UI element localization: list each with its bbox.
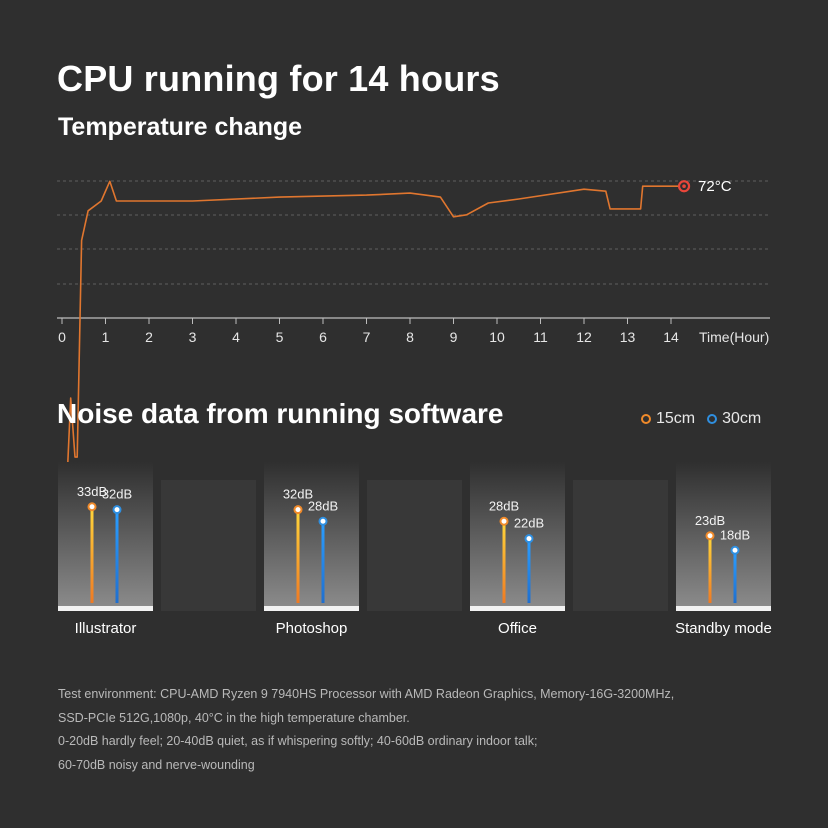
noise-legend: 15cm 30cm (641, 410, 761, 428)
x-tick-label: 9 (450, 329, 458, 345)
gap-panel (573, 480, 668, 611)
temperature-line (61, 180, 685, 498)
gap-panel (367, 480, 462, 611)
legend-item-15cm: 15cm (641, 410, 695, 428)
data-label-30cm: 32dB (102, 487, 132, 502)
x-tick-label: 14 (663, 329, 679, 345)
legend-label-30cm: 30cm (722, 410, 762, 427)
temperature-chart-title: Temperature change (58, 113, 303, 141)
x-tick-label: 6 (319, 329, 327, 345)
bar-30cm (321, 523, 325, 603)
data-label-30cm: 28dB (308, 498, 338, 513)
blue-dot-icon (707, 414, 718, 424)
bar-15cm (296, 511, 300, 603)
x-tick-label: 8 (406, 329, 414, 345)
category-label: Standby mode (675, 620, 772, 637)
bar-dot-30cm (524, 534, 534, 544)
bar-dot-15cm (705, 531, 715, 541)
data-label-30cm: 18dB (720, 527, 750, 542)
bar-dot-30cm (730, 545, 740, 555)
bar-30cm (733, 552, 737, 603)
x-tick-label: 12 (576, 329, 592, 345)
category-label: Office (498, 620, 537, 637)
bar-dot-30cm (318, 516, 328, 526)
x-tick-label: 13 (620, 329, 636, 345)
x-tick-label: 10 (489, 329, 505, 345)
x-tick-label: 1 (102, 329, 110, 345)
bar-panel-base (58, 606, 153, 611)
bar-panel (470, 462, 565, 606)
footnote-line: 0-20dB hardly feel; 20-40dB quiet, as if… (58, 734, 538, 748)
footnote-line: Test environment: CPU-AMD Ryzen 9 7940HS… (58, 687, 675, 701)
x-tick-label: 5 (276, 329, 284, 345)
bar-15cm (90, 508, 94, 603)
bar-dot-15cm (293, 505, 303, 515)
data-label-15cm: 28dB (489, 498, 519, 513)
end-point-marker-core (682, 184, 686, 189)
footnote-line: SSD-PCIe 512G,1080p, 40°C in the high te… (58, 710, 410, 725)
bar-panel (58, 462, 153, 606)
data-label-30cm: 22dB (514, 516, 544, 531)
x-tick-label: 11 (533, 329, 548, 345)
orange-dot-icon (641, 414, 651, 424)
data-label-15cm: 23dB (695, 513, 725, 528)
bar-dot-15cm (87, 502, 97, 512)
end-point-label: 72°C (698, 178, 732, 195)
data-label-15cm: 33dB (77, 484, 107, 499)
x-tick-label: 7 (363, 329, 371, 345)
bar-panel (676, 462, 771, 606)
bar-30cm (527, 540, 531, 603)
bar-15cm (502, 523, 506, 603)
bar-dot-30cm (112, 505, 122, 515)
bar-panel (264, 462, 359, 606)
bar-panel-base (264, 606, 359, 611)
x-tick-label: 3 (189, 329, 197, 345)
noise-chart-title: Noise data from running software (57, 398, 504, 429)
bar-panel-base (676, 606, 771, 611)
footnote-line: 60-70dB noisy and nerve-wounding (58, 757, 255, 772)
page-title: CPU running for 14 hours (57, 58, 500, 99)
category-label: Illustrator (75, 620, 137, 637)
bar-dot-15cm (499, 516, 509, 526)
data-label-15cm: 32dB (283, 487, 313, 502)
legend-label-15cm: 15cm (656, 410, 696, 427)
gap-panel (161, 480, 256, 611)
x-axis-label: Time(Hour) (699, 329, 769, 345)
bar-30cm (115, 511, 119, 603)
bar-panel-base (470, 606, 565, 611)
legend-item-30cm: 30cm (707, 410, 761, 428)
x-tick-label: 4 (232, 329, 240, 345)
x-tick-label: 2 (145, 329, 153, 345)
category-label: Photoshop (276, 620, 348, 637)
x-tick-label: 0 (58, 329, 66, 345)
footnote: Test environment: CPU-AMD Ryzen 9 7940HS… (58, 683, 674, 777)
bar-15cm (708, 537, 712, 603)
